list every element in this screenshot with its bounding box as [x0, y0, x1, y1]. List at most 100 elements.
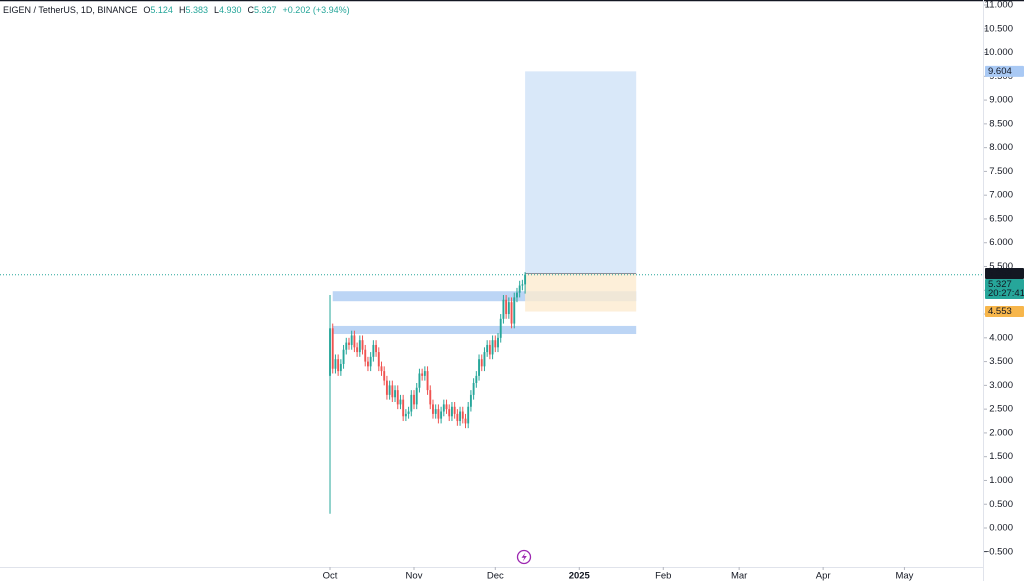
candle-body: [345, 342, 348, 350]
candle-body: [402, 399, 405, 417]
candle-body: [415, 387, 418, 405]
candle-body: [521, 284, 524, 286]
stop-zone: [525, 273, 637, 312]
candle-body: [494, 340, 497, 348]
price-tag: 4.553: [985, 306, 1024, 317]
candle-body: [339, 363, 342, 372]
candle-body: [372, 344, 375, 357]
candle-body: [483, 352, 486, 367]
candle-body: [391, 385, 394, 398]
candle-body: [364, 349, 367, 362]
x-tick-label: Feb: [655, 571, 671, 581]
icon-bolt: [521, 552, 527, 562]
candle-body: [413, 394, 415, 405]
legend: EIGEN / TetherUS, 1D, BINANCE O5.124 H5.38…: [3, 5, 350, 15]
price-tag-bg: [985, 278, 1024, 299]
ohlc-value: 5.124: [150, 5, 173, 15]
y-tick-label: 3.500: [989, 356, 1013, 367]
x-tick-label: Mar: [731, 571, 747, 581]
x-tick-label: Apr: [816, 571, 831, 581]
candle-body: [467, 406, 470, 424]
candle-body: [375, 344, 378, 353]
candle-body: [480, 359, 483, 367]
y-tick-label: 3.000: [989, 380, 1013, 391]
candle-body: [437, 409, 440, 419]
price-tag-label: 9.604: [988, 66, 1012, 77]
candle-body: [524, 274, 527, 285]
candle-body: [383, 371, 386, 381]
y-tick-label: 0.500: [989, 499, 1013, 510]
zone: [332, 325, 637, 335]
y-tick-label: 7.500: [989, 166, 1013, 177]
x-tick-label: Oct: [323, 571, 338, 581]
candle-body: [407, 411, 410, 414]
x-tick-label: Nov: [406, 571, 423, 581]
candle-body: [429, 390, 432, 405]
candle-body: [410, 394, 413, 412]
y-tick-label: 6.500: [989, 213, 1013, 224]
candle-body: [469, 394, 472, 407]
candle-body: [385, 380, 388, 395]
plot: [0, 71, 983, 514]
price-tag-label: 4.553: [988, 306, 1012, 317]
candle-body: [486, 344, 489, 353]
price-tag-countdown: 20:27:41: [988, 288, 1024, 299]
candle-body: [334, 359, 337, 369]
candle-body: [369, 356, 372, 367]
candle-body: [356, 347, 359, 353]
candle-body: [342, 349, 345, 364]
candle-body: [337, 359, 340, 372]
candle-body: [518, 285, 521, 293]
target-zone: [525, 71, 637, 274]
candle-body: [491, 340, 494, 355]
candle-body: [388, 385, 391, 395]
candle-body: [456, 413, 459, 422]
y-tick-label: 9.000: [989, 95, 1013, 106]
candle-body: [421, 373, 424, 376]
x-tick-label: May: [895, 571, 913, 581]
y-tick-label: 10.500: [984, 23, 1013, 34]
y-tick-label: −0.500: [984, 546, 1013, 557]
y-tick-label: 2.000: [989, 427, 1013, 438]
candle-body: [445, 404, 448, 410]
symbol: EIGEN / TetherUS, 1D, BINANCE: [3, 5, 137, 15]
candle-body: [434, 409, 437, 414]
candle-body: [350, 335, 353, 345]
candle-body: [404, 413, 407, 417]
candle-body: [505, 299, 508, 315]
candle-body: [453, 406, 456, 414]
ohlc-value: 5.383: [185, 5, 208, 15]
candle-body: [499, 318, 502, 338]
candle-body: [358, 340, 361, 353]
candle-body: [461, 411, 464, 419]
candle-body: [459, 411, 462, 422]
candle-body: [366, 361, 369, 367]
price-tag-bg: [985, 306, 1024, 318]
y-tick-label: 8.500: [989, 118, 1013, 129]
candle-body: [497, 337, 499, 348]
candle-body: [442, 404, 445, 412]
ohlc-value: 4.930: [219, 5, 242, 15]
y-tick-label: 0.000: [989, 523, 1013, 534]
candle-body: [507, 302, 510, 315]
lightning-icon[interactable]: [516, 549, 532, 565]
candle-body: [348, 342, 350, 345]
zone: [332, 291, 637, 302]
y-tick-label: 1.500: [989, 451, 1013, 462]
y-tick-label: 1.000: [989, 475, 1013, 486]
y-tick-label: 10.000: [984, 47, 1013, 58]
candle-body: [423, 371, 426, 376]
candle-body: [394, 390, 396, 398]
price-tag-label: 5.327: [988, 279, 1012, 290]
candle-body: [432, 404, 434, 414]
candle-body: [353, 335, 356, 348]
y-tick-label: 11.000: [985, 0, 1013, 11]
ohlc-label: O: [143, 5, 150, 15]
candle-body: [396, 390, 399, 405]
candle-body: [450, 406, 453, 417]
ohlc-label: L: [214, 5, 219, 15]
price-tag-bg: [985, 267, 1024, 279]
y-tick-label: 5.500: [989, 261, 1013, 272]
candle-body: [488, 344, 491, 355]
